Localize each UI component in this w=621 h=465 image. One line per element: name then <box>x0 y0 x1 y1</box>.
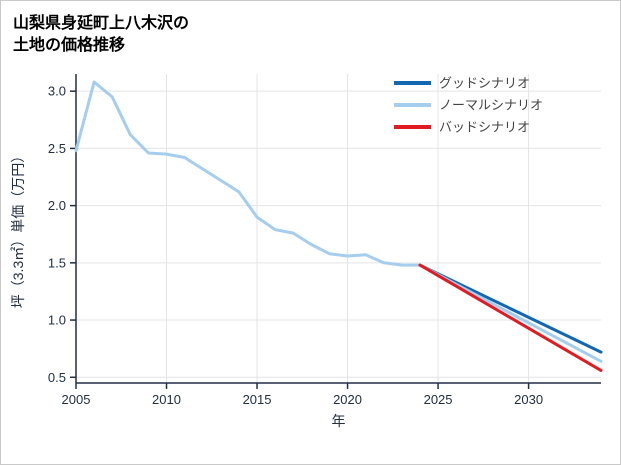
series-line-bad <box>418 263 603 372</box>
chart-title-line2: 土地の価格推移 <box>13 37 126 55</box>
chart-title-line1: 山梨県身延町上八木沢の <box>13 15 190 32</box>
x-tick-label: 2030 <box>514 392 543 407</box>
x-axis-title: 年 <box>332 413 346 429</box>
y-tick-label: 2.5 <box>48 141 66 156</box>
x-tick-label: 2005 <box>62 392 91 407</box>
legend-item-bad: バッドシナリオ <box>394 119 530 134</box>
y-axis-title: 坪（3.3㎡）単価（万円） <box>10 149 26 308</box>
x-tick-label: 2015 <box>243 392 272 407</box>
legend-label-good: グッドシナリオ <box>439 75 530 90</box>
series-line-history <box>74 80 422 267</box>
x-tick-label: 2020 <box>333 392 362 407</box>
legend-label-bad: バッドシナリオ <box>439 119 530 134</box>
grid <box>75 73 601 383</box>
y-tick-label: 3.0 <box>48 83 66 98</box>
chart-title: 山梨県身延町上八木沢の 土地の価格推移 <box>1 1 620 58</box>
legend-item-normal: ノーマルシナリオ <box>394 97 543 112</box>
axes: 2005 2010 2015 2020 2025 2030 0.5 1.0 1.5 2.0 2.5 3… <box>10 73 601 429</box>
series <box>74 80 603 372</box>
price-chart: 2005 2010 2015 2020 2025 2030 0.5 1.0 1.5 2.0 2.5 3… <box>10 73 603 429</box>
x-tick-label: 2010 <box>152 392 181 407</box>
legend-item-good: グッドシナリオ <box>394 75 530 90</box>
legend-label-normal: ノーマルシナリオ <box>439 97 543 112</box>
y-tick-label: 2.0 <box>48 198 66 213</box>
y-tick-label: 1.5 <box>48 255 66 270</box>
y-tick-label: 1.0 <box>48 312 66 327</box>
y-tick-label: 0.5 <box>48 370 66 385</box>
x-tick-label: 2025 <box>424 392 453 407</box>
